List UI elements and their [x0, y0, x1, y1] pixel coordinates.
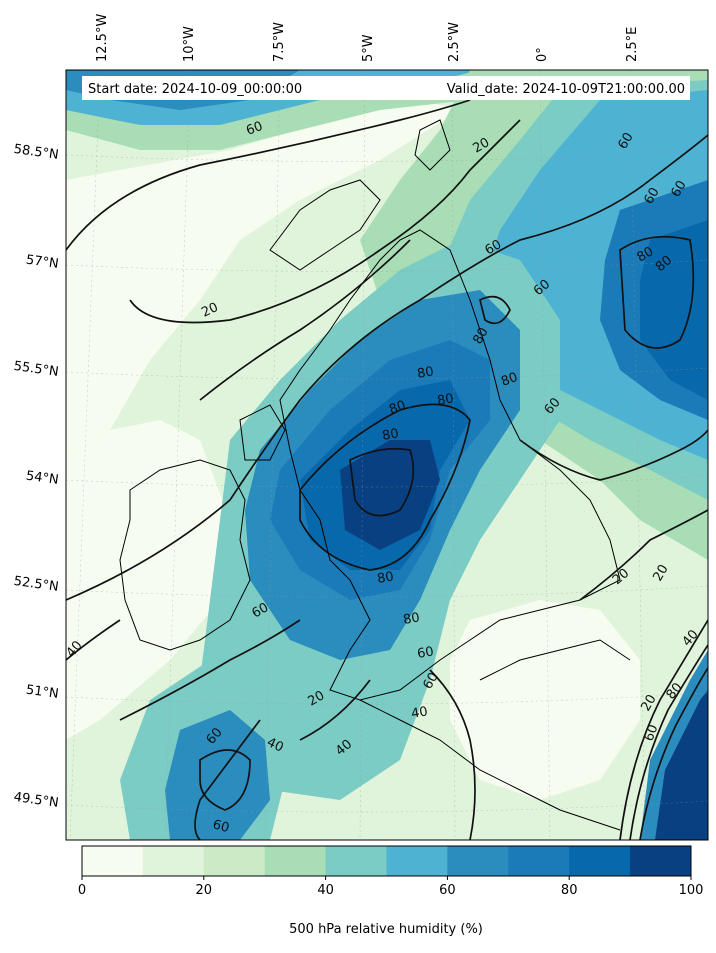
humidity-band-ne-5 [640, 220, 708, 400]
colorbar-swatch [630, 846, 692, 876]
humidity-band-low-west-2 [66, 420, 230, 740]
colorbar-tick-label: 100 [679, 883, 704, 898]
lat-label: 52.5°N [13, 574, 60, 595]
contour-label: 20 [471, 135, 493, 156]
map-frame [65, 69, 709, 841]
lon-label: 0° [535, 47, 550, 62]
lat-label: 57°N [25, 253, 60, 272]
contour-label: 20 [306, 688, 328, 709]
humidity-band-low-west [66, 100, 460, 460]
colorbar-swatch [508, 846, 570, 876]
contour-label: 20 [650, 562, 671, 584]
humidity-band-se-2 [655, 690, 708, 840]
contour-label: 60 [211, 817, 231, 836]
contour-label: 80 [376, 569, 395, 587]
lat-label: 54°N [25, 469, 60, 488]
colorbar-swatch [569, 846, 631, 876]
colorbar-ticks: 0 20 40 60 80 100 [78, 876, 704, 898]
lon-label: 7.5°W [272, 22, 287, 62]
colorbar-frame [81, 845, 692, 877]
lon-label: 10°W [182, 26, 197, 62]
contour-label: 60 [641, 185, 662, 207]
lat-label: 55.5°N [13, 359, 60, 380]
lon-label: 2.5°W [447, 22, 462, 62]
lon-label: 5°W [361, 34, 376, 62]
contour-label: 60 [250, 600, 272, 621]
colorbar-swatch [386, 846, 448, 876]
latitude-labels: 58.5°N 57°N 55.5°N 54°N 52.5°N 51°N 49.5… [13, 142, 60, 811]
contour-label: 80 [416, 364, 435, 382]
contour-label: 20 [638, 692, 659, 714]
contour-label: 60 [615, 130, 636, 152]
contour-label: 40 [264, 735, 285, 756]
lon-label: 12.5°W [95, 14, 110, 62]
graticule [66, 70, 708, 840]
lat-label: 58.5°N [13, 142, 60, 163]
colorbar-swatches [82, 846, 692, 876]
colorbar-swatch [325, 846, 387, 876]
colorbar-swatch [447, 846, 509, 876]
map-panel[interactable]: 60 20 20 60 60 60 60 80 80 80 80 80 80 8… [64, 70, 708, 840]
contour-label: 40 [410, 704, 429, 722]
humidity-band-central-5 [340, 440, 440, 550]
humidity-band-low-southeast [450, 600, 640, 800]
contour-label: 80 [402, 610, 421, 628]
colorbar: 0 20 40 60 80 100 500 hPa relative humidity (… [78, 845, 704, 937]
contour-label: 80 [387, 398, 408, 418]
contour-label: 20 [199, 300, 220, 321]
contour-label: 60 [668, 178, 689, 200]
contour-labels: 60 20 20 60 60 60 60 80 80 80 80 80 80 8… [66, 119, 702, 836]
contour-label: 80 [470, 325, 491, 347]
contour-label: 60 [244, 119, 265, 139]
contour-label: 80 [436, 391, 455, 409]
contour-label: 60 [416, 644, 435, 662]
colorbar-swatch [203, 846, 266, 876]
colorbar-tick-label: 0 [78, 883, 86, 898]
contour-label: 60 [420, 670, 441, 692]
date-info-box: Start date: 2024-10-09_00:00:00 Valid_da… [82, 76, 690, 100]
longitude-labels: 12.5°W 10°W 7.5°W 5°W 2.5°W 0° 2.5°E [95, 14, 640, 62]
colorbar-tick-label: 80 [561, 883, 578, 898]
colorbar-label: 500 hPa relative humidity (%) [289, 922, 483, 937]
contour-label: 60 [483, 237, 505, 258]
lon-label: 2.5°E [625, 27, 640, 62]
colorbar-swatch [142, 846, 205, 876]
colorbar-tick-label: 40 [317, 883, 334, 898]
humidity-contours [66, 99, 708, 840]
contour-label: 80 [499, 370, 520, 390]
contour-label: 80 [635, 244, 657, 265]
colorbar-tick-label: 20 [196, 883, 213, 898]
lat-label: 49.5°N [13, 790, 60, 811]
start-date-label: Start date: 2024-10-09_00:00:00 [88, 82, 302, 97]
colorbar-swatch [82, 846, 144, 876]
colorbar-swatch [264, 846, 327, 876]
contour-label: 60 [642, 723, 662, 744]
lat-label: 51°N [25, 683, 60, 702]
colorbar-tick-label: 60 [439, 883, 456, 898]
valid-date-label: Valid_date: 2024-10-09T21:00:00.00 [447, 82, 685, 97]
contour-label: 80 [381, 426, 400, 444]
